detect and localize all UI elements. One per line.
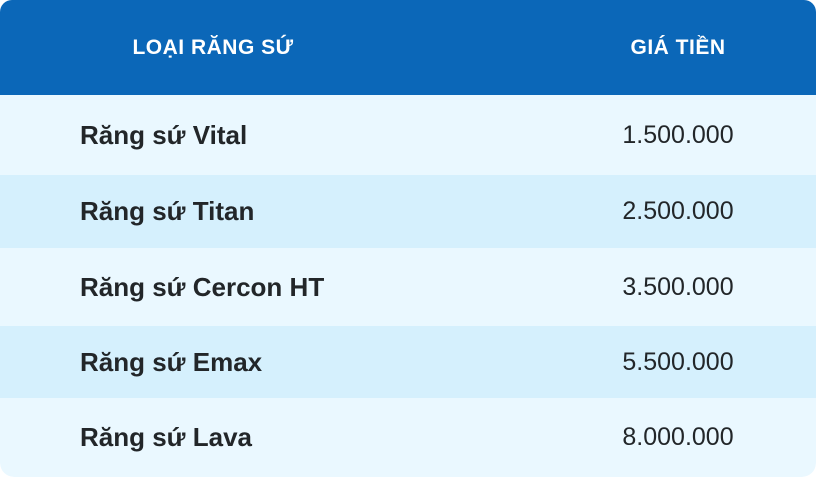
table-row: Răng sứ Lava 8.000.000 [0,398,816,477]
row-price: 2.500.000 [622,197,734,225]
row-name: Răng sứ Cercon HT [80,271,325,302]
table-row: Răng sứ Cercon HT 3.500.000 [0,248,816,326]
row-price: 1.500.000 [622,120,734,149]
row-price: 8.000.000 [622,423,734,451]
row-name: Răng sứ Vital [80,119,248,150]
row-price: 3.500.000 [622,272,734,301]
row-name: Răng sứ Titan [80,196,255,226]
row-name: Răng sứ Lava [80,422,252,452]
table-header: LOẠI RĂNG SỨ GIÁ TIỀN [0,0,816,95]
header-price-label: GIÁ TIỀN [630,36,726,59]
table-row: Răng sứ Emax 5.500.000 [0,326,816,398]
row-price: 5.500.000 [622,347,734,376]
row-name: Răng sứ Emax [80,346,263,377]
table-row: Răng sứ Titan 2.500.000 [0,175,816,248]
header-type-label: LOẠI RĂNG SỨ [132,36,294,59]
table-row: Răng sứ Vital 1.500.000 [0,95,816,175]
